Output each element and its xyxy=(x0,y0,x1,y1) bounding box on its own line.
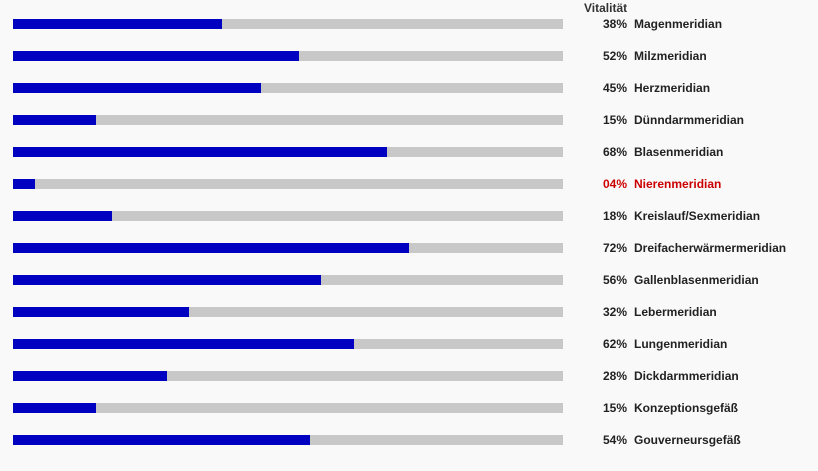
bar-value-label: 04% xyxy=(602,177,627,191)
bar-category-label: Lungenmeridian xyxy=(634,337,728,351)
bar-track xyxy=(13,435,563,445)
bar-fill xyxy=(13,403,96,413)
bar-fill xyxy=(13,83,261,93)
bar-value-label: 72% xyxy=(602,241,627,255)
bar-category-label: Milzmeridian xyxy=(634,49,707,63)
bar-fill xyxy=(13,51,299,61)
bar-category-label: Gallenblasenmeridian xyxy=(634,273,759,287)
bar-track xyxy=(13,307,563,317)
bar-row: 54% Gouverneursgefäß xyxy=(0,432,818,448)
bar-row: 15% Konzeptionsgefäß xyxy=(0,400,818,416)
bar-category-label: Dreifacherwärmermeridian xyxy=(634,241,787,255)
bar-value-label: 45% xyxy=(602,81,627,95)
bar-row: 04% Nierenmeridian xyxy=(0,176,818,192)
bar-category-label: Konzeptionsgefäß xyxy=(634,401,738,415)
bar-fill xyxy=(13,371,167,381)
bar-fill xyxy=(13,147,387,157)
bar-category-label: Magenmeridian xyxy=(634,17,723,31)
bar-row: 45% Herzmeridian xyxy=(0,80,818,96)
bar-value-label: 56% xyxy=(602,273,627,287)
bar-value-label: 68% xyxy=(602,145,627,159)
bar-value-label: 62% xyxy=(602,337,627,351)
bar-track xyxy=(13,211,563,221)
bar-track xyxy=(13,83,563,93)
bar-fill xyxy=(13,275,321,285)
bar-fill xyxy=(13,179,35,189)
bar-value-label: 15% xyxy=(602,401,627,415)
bar-row: 15% Dünndarmmeridian xyxy=(0,112,818,128)
bar-category-label: Nierenmeridian xyxy=(634,177,722,191)
bar-row: 72% Dreifacherwärmermeridian xyxy=(0,240,818,256)
bar-track xyxy=(13,19,563,29)
bar-track xyxy=(13,115,563,125)
bar-category-label: Gouverneursgefäß xyxy=(634,433,741,447)
bar-row: 56% Gallenblasenmeridian xyxy=(0,272,818,288)
bar-row: 52% Milzmeridian xyxy=(0,48,818,64)
bar-value-label: 54% xyxy=(602,433,627,447)
bar-value-label: 32% xyxy=(602,305,627,319)
bar-row: 28% Dickdarmmeridian xyxy=(0,368,818,384)
bar-value-label: 38% xyxy=(602,17,627,31)
bar-row: 32% Lebermeridian xyxy=(0,304,818,320)
bar-track xyxy=(13,51,563,61)
bar-fill xyxy=(13,307,189,317)
bar-track xyxy=(13,275,563,285)
bar-fill xyxy=(13,115,96,125)
bar-value-label: 28% xyxy=(602,369,627,383)
chart-header: Vitalität xyxy=(584,1,628,15)
bar-fill xyxy=(13,243,409,253)
bar-value-label: 18% xyxy=(602,209,627,223)
bar-fill xyxy=(13,19,222,29)
bar-row: 68% Blasenmeridian xyxy=(0,144,818,160)
bar-category-label: Blasenmeridian xyxy=(634,145,724,159)
bar-category-label: Dickdarmmeridian xyxy=(634,369,739,383)
bar-fill xyxy=(13,339,354,349)
bar-fill xyxy=(13,211,112,221)
bar-track xyxy=(13,243,563,253)
bar-track xyxy=(13,179,563,189)
bar-track xyxy=(13,339,563,349)
bar-track xyxy=(13,371,563,381)
bar-category-label: Lebermeridian xyxy=(634,305,717,319)
bar-category-label: Herzmeridian xyxy=(634,81,711,95)
bar-category-label: Dünndarmmeridian xyxy=(634,113,745,127)
bar-fill xyxy=(13,435,310,445)
bar-track xyxy=(13,147,563,157)
bar-value-label: 52% xyxy=(602,49,627,63)
bar-row: 38% Magenmeridian xyxy=(0,16,818,32)
bar-row: 18% Kreislauf/Sexmeridian xyxy=(0,208,818,224)
bar-track xyxy=(13,403,563,413)
bar-row: 62% Lungenmeridian xyxy=(0,336,818,352)
bar-category-label: Kreislauf/Sexmeridian xyxy=(634,209,761,223)
bar-value-label: 15% xyxy=(602,113,627,127)
